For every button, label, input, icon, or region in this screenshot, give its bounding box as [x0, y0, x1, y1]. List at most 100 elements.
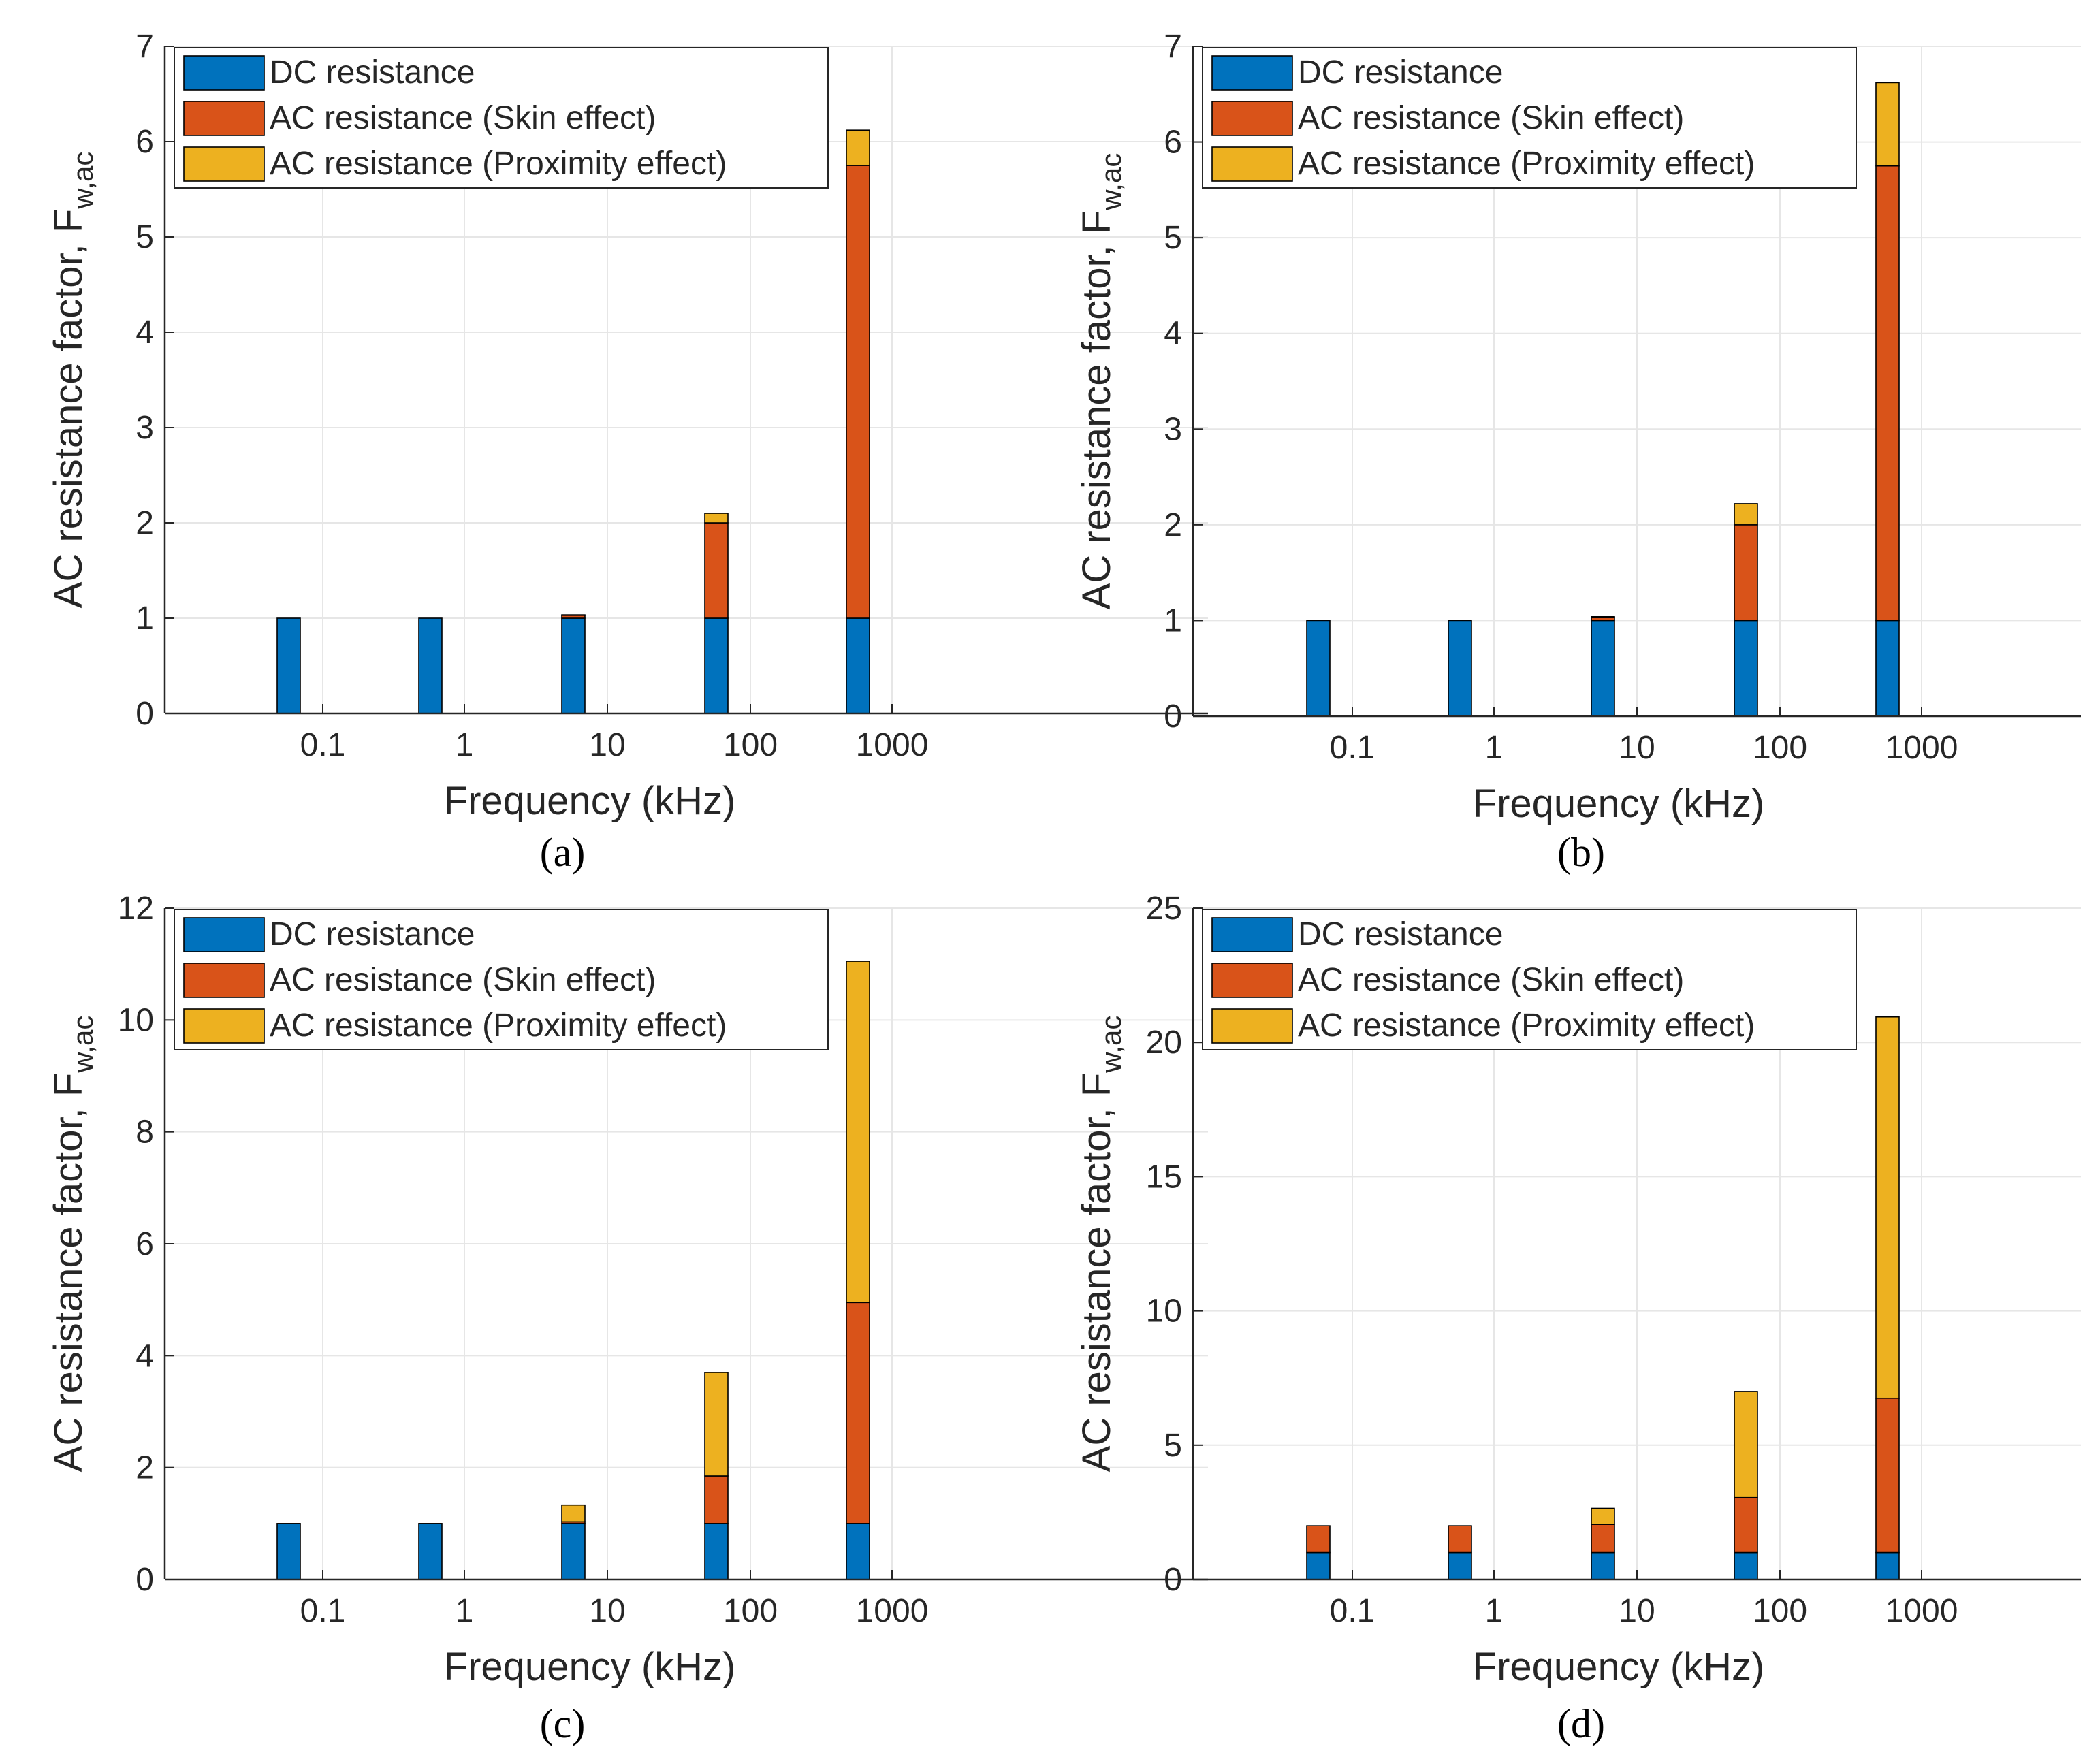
x-axis-label: Frequency (kHz) [444, 1645, 736, 1689]
y-tick-label: 0 [1164, 1562, 1182, 1598]
bar-proximity-1000 [846, 961, 870, 1304]
chart-panel-b: 0 1 2 3 4 5 6 7 0.1 1 10 100 1000 Frequency (kHz) AC r… [1075, 29, 2081, 875]
bar-proximity-100 [1734, 503, 1758, 526]
y-tick-label: 10 [1146, 1293, 1182, 1330]
bar-skin-1000 [1875, 165, 1900, 622]
y-tick-label: 20 [1146, 1025, 1182, 1061]
legend-label-skin: AC resistance (Skin effect) [1298, 962, 1684, 998]
y-tick-label: 6 [136, 1226, 154, 1262]
x-tick-label: 1 [456, 1593, 474, 1629]
y-tick-label: 0 [136, 696, 154, 732]
x-tick-label: 1000 [1886, 730, 1958, 766]
legend-box [1202, 47, 1857, 189]
y-tick-label: 3 [136, 410, 154, 446]
y-tick-label: 4 [136, 315, 154, 351]
bar-dc-10 [561, 1523, 586, 1580]
legend-label-skin: AC resistance (Skin effect) [270, 100, 656, 136]
y-tick-label: 5 [1164, 1428, 1182, 1464]
bar-skin-100 [1734, 524, 1758, 622]
bar-proximity-100 [1734, 1391, 1758, 1498]
y-tick-label: 2 [1164, 507, 1182, 543]
y-tick-label: 4 [1164, 316, 1182, 352]
x-tick-label: 10 [1619, 730, 1655, 766]
bar-dc-0.1 [1306, 1551, 1331, 1580]
legend-swatch-skin [183, 963, 265, 998]
legend-swatch-dc [1211, 55, 1293, 91]
y-tick-label: 2 [136, 505, 154, 541]
x-tick-label: 1 [1485, 1593, 1504, 1629]
x-tick-label: 100 [723, 727, 778, 763]
bar-proximity-1000 [1875, 1016, 1900, 1399]
x-tick-label: 1000 [856, 1593, 929, 1629]
bar-dc-10 [1591, 620, 1615, 717]
bar-dc-0.1 [276, 1523, 301, 1580]
bar-dc-1000 [846, 617, 870, 714]
legend-label-skin: AC resistance (Skin effect) [1298, 100, 1684, 136]
bar-proximity-100 [704, 513, 729, 524]
y-tick-label: 7 [1164, 29, 1182, 65]
y-tick-label: 12 [118, 890, 154, 927]
legend-swatch-proximity [1211, 1008, 1293, 1044]
legend-swatch-dc [183, 917, 265, 952]
y-axis-label: AC resistance factor, Fw,ac [1075, 153, 1127, 610]
bar-skin-100 [704, 1475, 729, 1524]
chart-panel-d: 0 5 10 15 20 25 0.1 1 10 100 1000 Frequency (kHz) AC… [1075, 890, 2081, 1746]
y-tick-label: 4 [136, 1338, 154, 1374]
legend-label-proximity: AC resistance (Proximity effect) [270, 146, 727, 182]
legend-label-proximity: AC resistance (Proximity effect) [1298, 1008, 1755, 1044]
legend-label-skin: AC resistance (Skin effect) [270, 962, 656, 998]
x-tick-label: 100 [723, 1593, 778, 1629]
x-tick-label: 10 [1619, 1593, 1655, 1629]
legend-box [1202, 909, 1857, 1050]
y-axis-label: AC resistance factor, Fw,ac [46, 152, 99, 609]
y-axis-label-subscript: w,ac [67, 1016, 99, 1074]
y-axis-label-subscript: w,ac [1095, 153, 1127, 211]
bar-skin-100 [1734, 1496, 1758, 1554]
y-axis-label-main: AC resistance factor, F [46, 1073, 91, 1473]
y-axis-label-subscript: w,ac [1095, 1016, 1127, 1074]
y-axis-label-main: AC resistance factor, F [1075, 210, 1119, 610]
legend-label-proximity: AC resistance (Proximity effect) [270, 1008, 727, 1044]
y-tick-label: 1 [136, 600, 154, 637]
legend-swatch-proximity [183, 1008, 265, 1044]
legend-swatch-proximity [1211, 146, 1293, 182]
y-tick-label: 7 [136, 29, 154, 65]
panel-caption: (d) [1557, 1701, 1605, 1746]
panel-caption: (b) [1557, 830, 1605, 875]
bar-skin-0.1 [1306, 1525, 1331, 1554]
x-tick-label: 0.1 [300, 1593, 346, 1629]
bar-proximity-100 [704, 1372, 729, 1477]
bar-dc-10 [1591, 1551, 1615, 1580]
bar-proximity-1000 [1875, 82, 1900, 167]
y-tick-label: 2 [136, 1450, 154, 1486]
y-tick-label: 10 [118, 1002, 154, 1038]
y-axis-label: AC resistance factor, Fw,ac [46, 1016, 99, 1473]
legend-label-dc: DC resistance [270, 916, 475, 952]
y-tick-label: 6 [136, 124, 154, 160]
bar-dc-1 [418, 617, 443, 714]
bar-proximity-10 [561, 1504, 586, 1523]
bar-dc-1 [418, 1523, 443, 1580]
x-tick-label: 0.1 [300, 727, 346, 763]
bar-dc-1000 [1875, 620, 1900, 717]
x-tick-label: 0.1 [1330, 1593, 1375, 1629]
bar-skin-1000 [846, 1302, 870, 1524]
x-tick-label: 1000 [1886, 1593, 1958, 1629]
x-tick-label: 1000 [856, 727, 929, 763]
legend-swatch-dc [183, 55, 265, 91]
x-tick-label: 1 [1485, 730, 1504, 766]
y-tick-label: 5 [1164, 220, 1182, 256]
legend-swatch-skin [183, 101, 265, 136]
legend-label-proximity: AC resistance (Proximity effect) [1298, 146, 1755, 182]
y-tick-label: 6 [1164, 125, 1182, 161]
bar-dc-100 [704, 617, 729, 714]
x-tick-label: 100 [1753, 1593, 1807, 1629]
y-axis-label-main: AC resistance factor, F [1075, 1073, 1119, 1473]
x-tick-label: 10 [589, 1593, 625, 1629]
y-tick-label: 0 [136, 1562, 154, 1598]
legend-label-dc: DC resistance [1298, 916, 1503, 952]
y-tick-label: 1 [1164, 602, 1182, 639]
panel-caption: (c) [540, 1701, 586, 1746]
y-tick-label: 15 [1146, 1159, 1182, 1195]
